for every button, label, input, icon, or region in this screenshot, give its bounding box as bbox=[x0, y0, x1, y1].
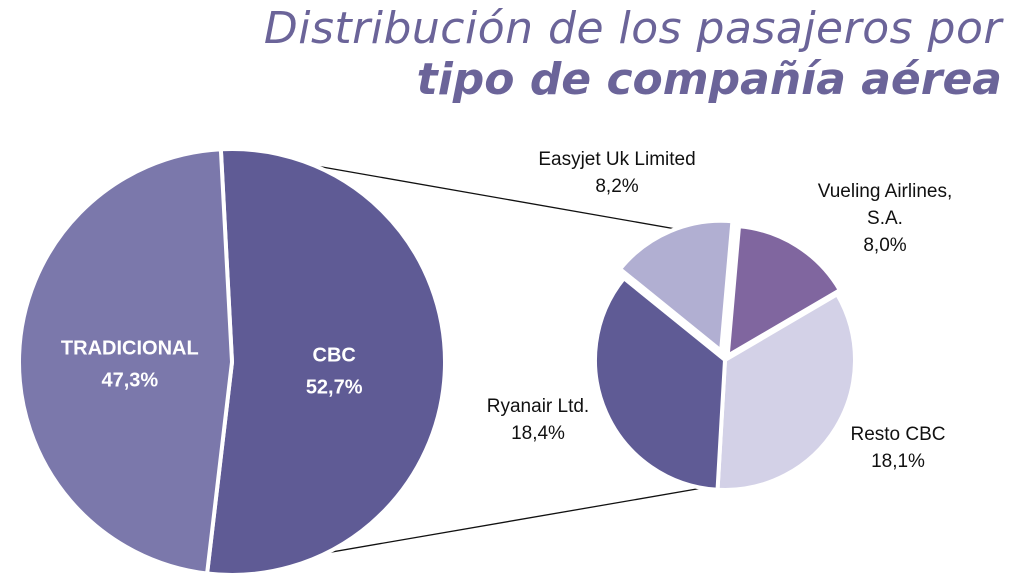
sub-slice-resto-cbc bbox=[715, 291, 857, 492]
main-label-tradicional: TRADICIONAL 47,3% bbox=[61, 338, 199, 392]
breakdown-pie bbox=[593, 218, 857, 492]
main-label-cbc: CBC 52,7% bbox=[306, 344, 363, 398]
main-pie bbox=[17, 147, 447, 577]
chart-title: Distribución de los pasajeros por tipo d… bbox=[263, 3, 1002, 105]
sub-slice-easyjet-uk-limited bbox=[617, 218, 735, 355]
chart-title-line-2: tipo de compañía aérea bbox=[416, 53, 1002, 105]
sub-label-vueling-airlines-s-a: Vueling Airlines, S.A. 8,0% bbox=[818, 181, 952, 256]
main-pie-labels: CBC 52,7% TRADICIONAL 47,3% bbox=[61, 338, 363, 399]
sub-slice-vueling-airlines-s-a bbox=[725, 224, 843, 360]
sub-label-resto-cbc: Resto CBC 18,1% bbox=[850, 424, 945, 472]
main-slice-cbc bbox=[204, 147, 447, 577]
sub-label-easyjet-uk-limited: Easyjet Uk Limited 8,2% bbox=[538, 149, 695, 197]
sub-slice-ryanair-ltd bbox=[593, 275, 728, 492]
sub-label-ryanair-ltd: Ryanair Ltd. 18,4% bbox=[487, 396, 589, 444]
chart-title-line-1: Distribución de los pasajeros por bbox=[263, 3, 1002, 54]
breakdown-pie-labels: Vueling Airlines, S.A. 8,0% Resto CBC 18,1% R… bbox=[487, 149, 952, 472]
main-slice-tradicional bbox=[17, 147, 235, 576]
